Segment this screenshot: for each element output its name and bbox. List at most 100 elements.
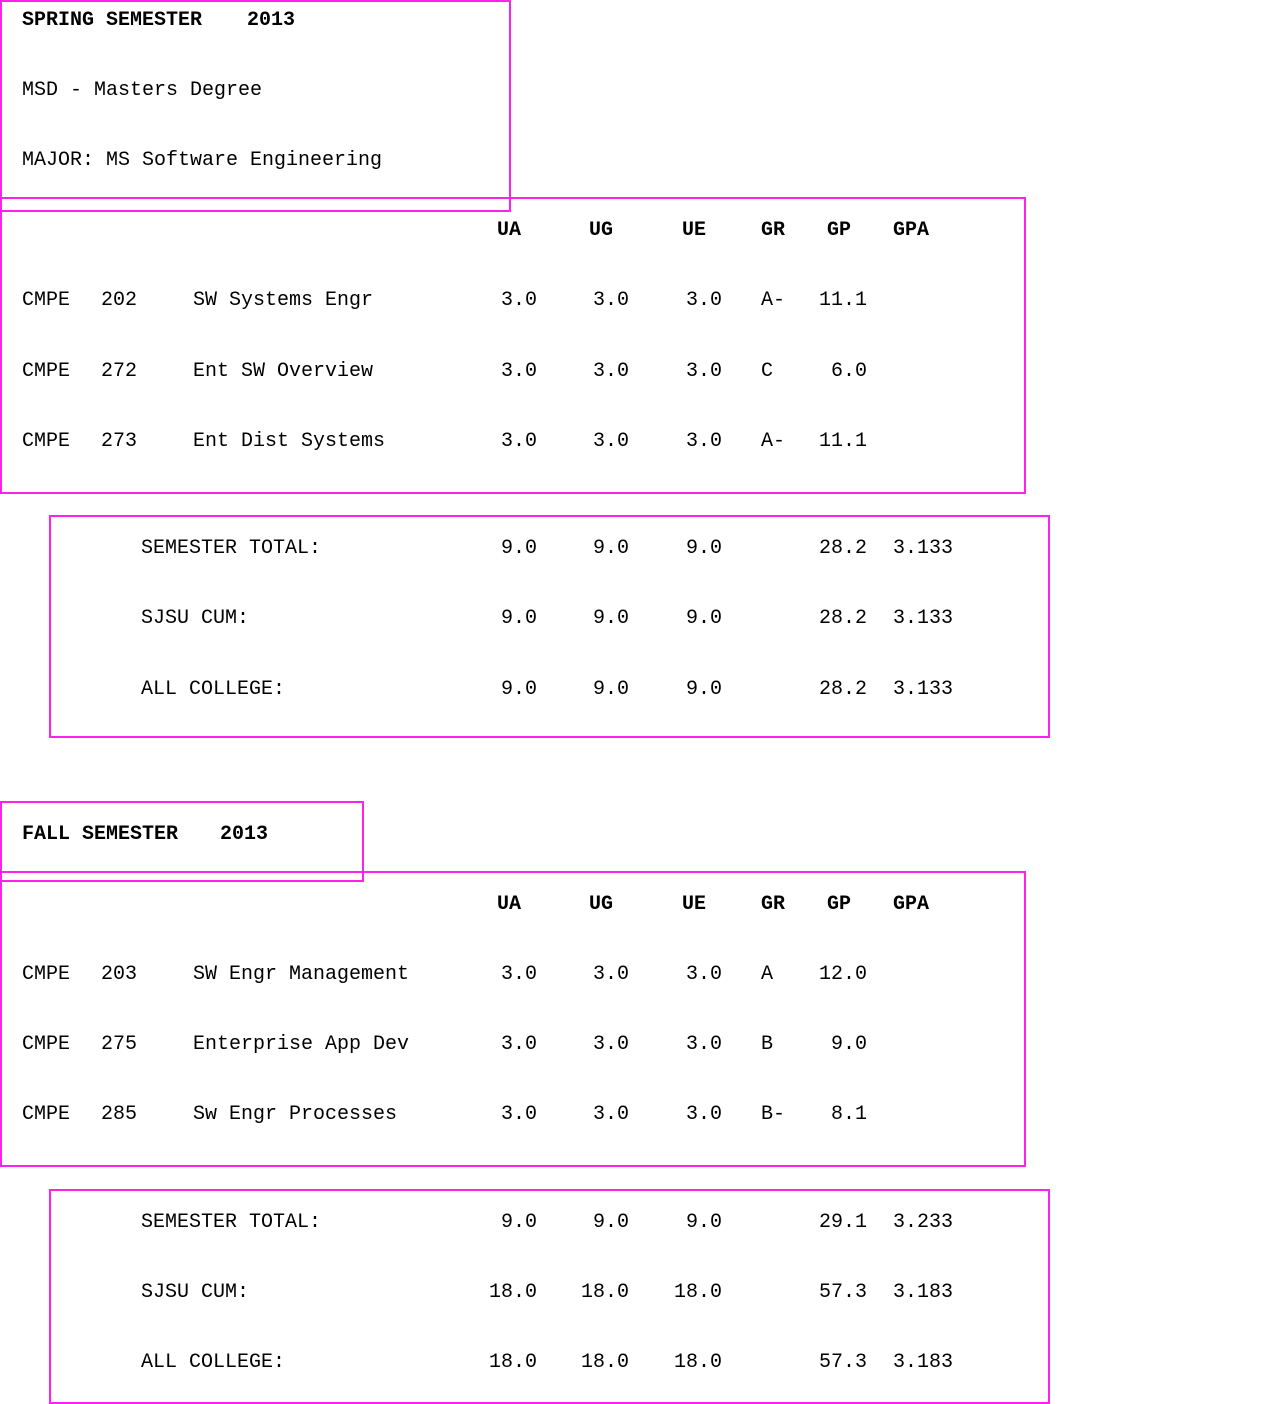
spring-degree: MSD - Masters Degree (22, 79, 263, 102)
spring-course-grade: A- (761, 430, 786, 453)
spring-total-label: SJSU CUM: (141, 607, 250, 630)
spring-course-ug: 3.0 (592, 360, 629, 383)
fall-total-gp: 57.3 (818, 1281, 867, 1304)
fall-total-gp: 29.1 (818, 1211, 867, 1234)
spring-total-gpa: 3.133 (893, 607, 954, 630)
spring-semester-year: 2013 (247, 9, 296, 32)
fall-course-dept: CMPE (22, 1103, 71, 1126)
fall-total-label: SJSU CUM: (141, 1281, 250, 1304)
fall-course-ug: 3.0 (592, 1033, 629, 1056)
spring-course-ug: 3.0 (592, 430, 629, 453)
spring-major: MAJOR: MS Software Engineering (22, 149, 383, 172)
fall-semester-title: FALL SEMESTER (22, 823, 179, 846)
fall-total-ug: 18.0 (580, 1351, 629, 1374)
spring-total-gpa: 3.133 (893, 537, 954, 560)
spring-total-ug: 9.0 (592, 678, 629, 701)
spring-total-ue: 9.0 (685, 678, 722, 701)
fall-course-dept: CMPE (22, 1033, 71, 1056)
fall-total-ue: 18.0 (673, 1281, 722, 1304)
fall-total-gpa: 3.183 (893, 1351, 954, 1374)
spring-total-ug: 9.0 (592, 607, 629, 630)
fall-course-ue: 3.0 (685, 963, 722, 986)
spring-courses-box (0, 197, 1026, 494)
fall-course-title: SW Engr Management (193, 963, 410, 986)
fall-course-num: 275 (101, 1033, 138, 1056)
fall-total-ug: 18.0 (580, 1281, 629, 1304)
fall-course-title: Sw Engr Processes (193, 1103, 398, 1126)
fall-total-gp: 57.3 (818, 1351, 867, 1374)
fall-header-gr: GR (761, 893, 786, 916)
spring-header-gpa: GPA (893, 219, 930, 242)
fall-total-gpa: 3.183 (893, 1281, 954, 1304)
spring-total-ue: 9.0 (685, 537, 722, 560)
fall-total-label: SEMESTER TOTAL: (141, 1211, 322, 1234)
fall-course-dept: CMPE (22, 963, 71, 986)
spring-course-gp: 11.1 (818, 430, 867, 453)
spring-total-ue: 9.0 (685, 607, 722, 630)
fall-course-ue: 3.0 (685, 1033, 722, 1056)
spring-course-grade: A- (761, 289, 786, 312)
fall-total-ua: 18.0 (488, 1351, 537, 1374)
spring-course-ua: 3.0 (500, 430, 537, 453)
fall-course-ua: 3.0 (500, 1103, 537, 1126)
fall-course-grade: B (761, 1033, 774, 1056)
fall-course-grade: A (761, 963, 774, 986)
fall-total-ua: 18.0 (488, 1281, 537, 1304)
fall-course-num: 203 (101, 963, 138, 986)
fall-course-ua: 3.0 (500, 963, 537, 986)
fall-totals-box (49, 1189, 1050, 1404)
fall-header-ue: UE (682, 893, 707, 916)
fall-header-gp: GP (827, 893, 852, 916)
spring-total-label: SEMESTER TOTAL: (141, 537, 322, 560)
fall-course-ug: 3.0 (592, 1103, 629, 1126)
fall-header-ua: UA (497, 893, 522, 916)
spring-course-title: Ent SW Overview (193, 360, 374, 383)
fall-course-ug: 3.0 (592, 963, 629, 986)
spring-header-gr: GR (761, 219, 786, 242)
spring-header-ua: UA (497, 219, 522, 242)
fall-semester-year: 2013 (220, 823, 269, 846)
fall-course-ue: 3.0 (685, 1103, 722, 1126)
spring-header-gp: GP (827, 219, 852, 242)
spring-course-title: SW Systems Engr (193, 289, 374, 312)
spring-semester-title: SPRING SEMESTER (22, 9, 203, 32)
fall-total-ua: 9.0 (500, 1211, 537, 1234)
spring-total-ua: 9.0 (500, 607, 537, 630)
fall-course-gp: 8.1 (830, 1103, 867, 1126)
fall-course-gp: 9.0 (830, 1033, 867, 1056)
spring-course-dept: CMPE (22, 430, 71, 453)
spring-total-gp: 28.2 (818, 678, 867, 701)
fall-total-gpa: 3.233 (893, 1211, 954, 1234)
fall-courses-box (0, 871, 1026, 1167)
spring-total-ua: 9.0 (500, 678, 537, 701)
spring-course-ua: 3.0 (500, 360, 537, 383)
spring-course-ue: 3.0 (685, 360, 722, 383)
spring-total-ug: 9.0 (592, 537, 629, 560)
fall-header-box (0, 801, 364, 882)
spring-course-ua: 3.0 (500, 289, 537, 312)
spring-totals-box (49, 515, 1050, 738)
fall-course-title: Enterprise App Dev (193, 1033, 410, 1056)
fall-header-gpa: GPA (893, 893, 930, 916)
spring-course-ug: 3.0 (592, 289, 629, 312)
spring-course-num: 273 (101, 430, 138, 453)
fall-total-ue: 9.0 (685, 1211, 722, 1234)
spring-total-gpa: 3.133 (893, 678, 954, 701)
spring-total-ua: 9.0 (500, 537, 537, 560)
spring-course-dept: CMPE (22, 289, 71, 312)
fall-total-ue: 18.0 (673, 1351, 722, 1374)
spring-total-gp: 28.2 (818, 607, 867, 630)
spring-course-dept: CMPE (22, 360, 71, 383)
spring-course-gp: 6.0 (830, 360, 867, 383)
spring-course-ue: 3.0 (685, 289, 722, 312)
spring-header-box (0, 0, 511, 212)
spring-course-num: 272 (101, 360, 138, 383)
spring-course-gp: 11.1 (818, 289, 867, 312)
spring-course-title: Ent Dist Systems (193, 430, 386, 453)
spring-course-grade: C (761, 360, 774, 383)
fall-course-ua: 3.0 (500, 1033, 537, 1056)
fall-total-label: ALL COLLEGE: (141, 1351, 286, 1374)
spring-course-num: 202 (101, 289, 138, 312)
fall-course-gp: 12.0 (818, 963, 867, 986)
fall-course-grade: B- (761, 1103, 786, 1126)
